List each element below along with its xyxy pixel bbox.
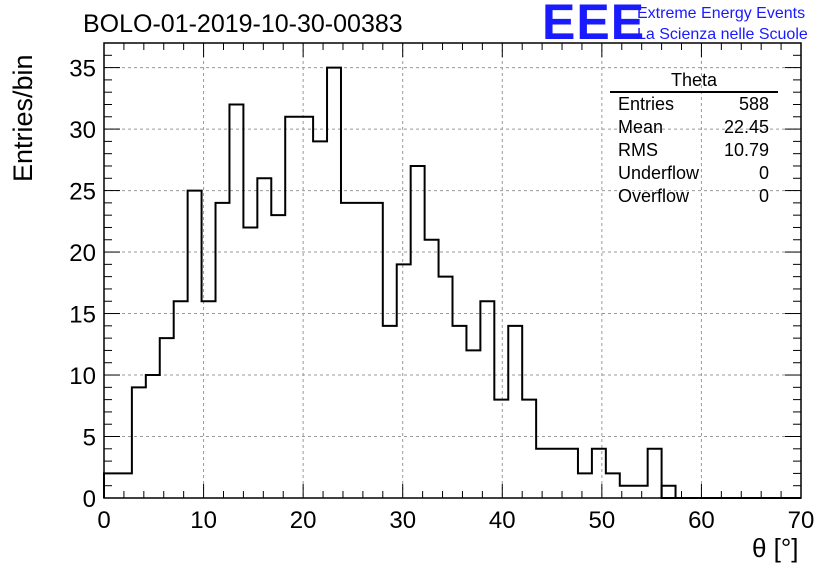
logo-caption-line2: La Scienza nelle Scuole [637, 26, 808, 43]
stats-value: 0 [758, 186, 769, 206]
y-tick-label: 15 [69, 302, 96, 329]
stats-label: Underflow [618, 163, 700, 183]
stats-value: 10.79 [723, 140, 769, 160]
x-tick-label: 60 [688, 507, 715, 534]
logo-caption-line1: Extreme Energy Events [637, 5, 806, 22]
stats-row-rms: RMS 10.79 [610, 139, 778, 162]
y-tick-label: 5 [83, 425, 96, 452]
x-tick-label: 20 [290, 507, 317, 534]
stats-value: 0 [758, 163, 769, 183]
y-tick-label: 25 [69, 179, 96, 206]
stats-label: RMS [618, 140, 658, 160]
y-tick-label: 30 [69, 117, 96, 144]
x-tick-label: 40 [489, 507, 516, 534]
stats-label: Entries [618, 94, 675, 114]
run-title: BOLO-01-2019-10-30-00383 [83, 10, 403, 38]
eee-logo: EEE [542, 0, 646, 50]
stats-title: Theta [610, 70, 778, 93]
stats-box: Theta Entries 588 Mean 22.45 RMS 10.79 U… [610, 70, 778, 208]
y-axis-label: Entries/bin [8, 54, 38, 182]
y-tick-label: 35 [69, 56, 96, 83]
histogram-outline [103, 66, 801, 499]
stats-row-overflow: Overflow 0 [610, 185, 778, 208]
x-tick-label: 0 [97, 507, 110, 534]
y-tick-label: 0 [83, 486, 96, 513]
y-tick-label: 10 [69, 363, 96, 390]
x-tick-label: 10 [190, 507, 217, 534]
stats-value: 22.45 [723, 117, 769, 137]
stats-row-mean: Mean 22.45 [610, 116, 778, 139]
x-tick-label: 30 [389, 507, 416, 534]
y-tick-label: 20 [69, 240, 96, 267]
stats-label: Mean [618, 117, 664, 137]
x-axis-label: θ [°] [752, 533, 799, 563]
stats-row-entries: Entries 588 [610, 93, 778, 116]
stats-label: Overflow [618, 186, 690, 206]
stats-value: 588 [738, 94, 769, 114]
x-tick-label: 70 [788, 507, 815, 534]
x-tick-label: 50 [589, 507, 616, 534]
plot-frame [103, 42, 802, 499]
stats-row-underflow: Underflow 0 [610, 162, 778, 185]
histogram-bin [660, 484, 677, 498]
